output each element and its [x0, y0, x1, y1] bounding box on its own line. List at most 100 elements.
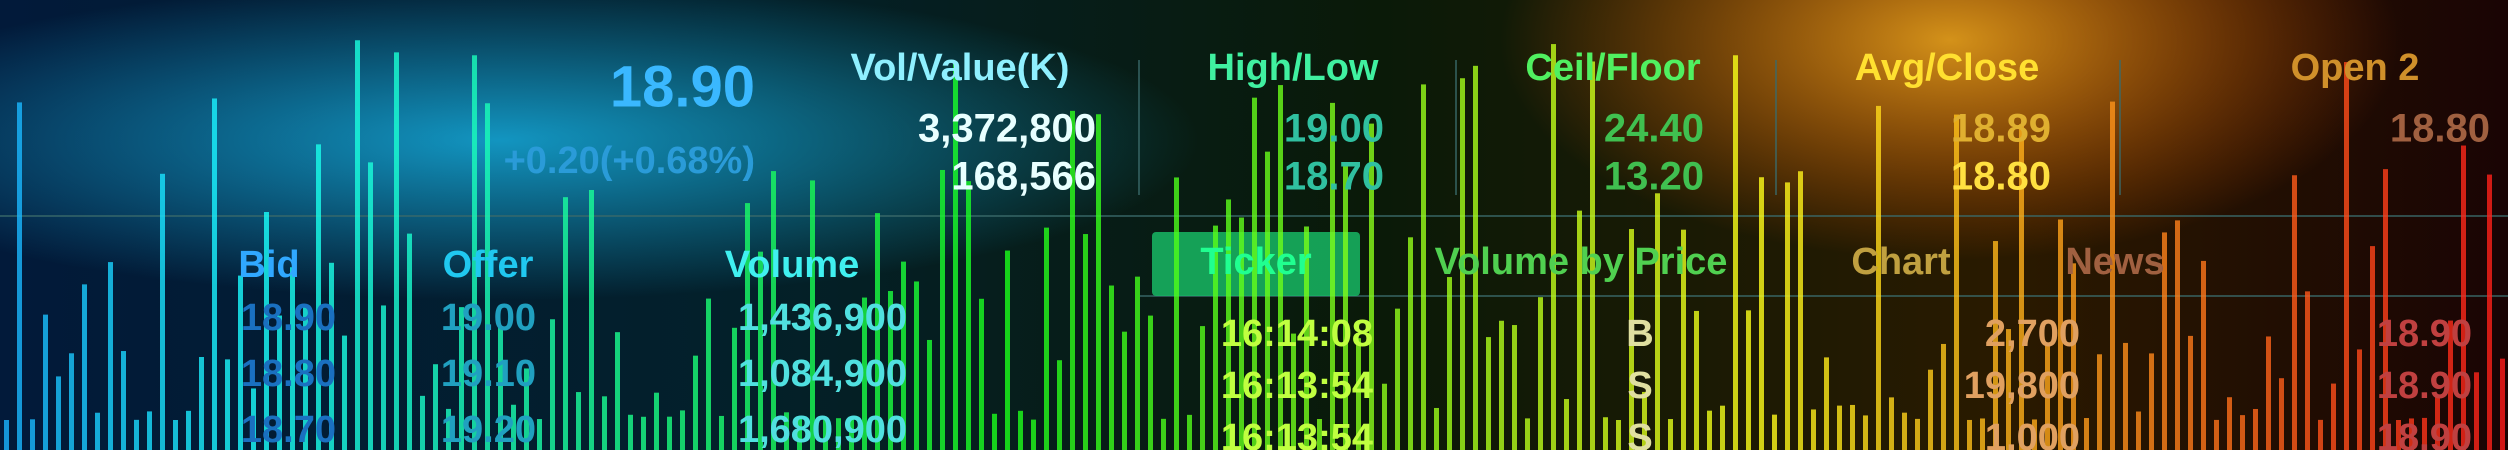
bar [1187, 414, 1192, 450]
bar [147, 411, 152, 450]
bar [888, 291, 893, 450]
value: 3,372,800 [918, 107, 1096, 151]
bar [524, 368, 529, 450]
bar [407, 233, 412, 450]
bar [1122, 331, 1127, 450]
bar [615, 332, 620, 450]
bar [2006, 329, 2011, 450]
ticker-cell: 18.90 [2377, 313, 2472, 355]
bar [2071, 263, 2076, 450]
bar [1174, 177, 1179, 450]
bar [1304, 226, 1309, 450]
bar [2188, 335, 2193, 450]
bar [1239, 217, 1244, 450]
bar [2201, 260, 2206, 450]
value: 18.80 [1951, 155, 2051, 199]
bar [2422, 417, 2427, 450]
ticker-cell: S [1627, 365, 1652, 407]
bar [693, 355, 698, 450]
bar [95, 412, 100, 450]
bar [1655, 193, 1660, 450]
bar [1850, 404, 1855, 450]
tab[interactable]: Volume by Price [1435, 241, 1728, 283]
tab[interactable]: News [2065, 241, 2164, 283]
bar [1629, 229, 1634, 450]
bar [264, 212, 269, 450]
bar [992, 413, 997, 450]
ticker-cell: 19,800 [1964, 365, 2080, 407]
bar [160, 173, 165, 450]
bar [212, 98, 217, 450]
bar [849, 418, 854, 450]
bar [1668, 419, 1673, 450]
column-header: Open 2 [2291, 47, 2420, 89]
bar [1980, 418, 1985, 450]
bar [17, 102, 22, 450]
book-cell: 1,680,900 [738, 409, 907, 450]
book-cell: 18.80 [241, 353, 336, 395]
bar [498, 326, 503, 450]
bar [563, 197, 568, 450]
bar [1733, 55, 1738, 450]
bar [719, 415, 724, 450]
ticker-cell: 18.90 [2377, 417, 2472, 450]
bar [1577, 210, 1582, 450]
tab[interactable]: Ticker [1200, 241, 1311, 283]
bar [1590, 61, 1595, 450]
bar [1499, 320, 1504, 450]
bar [251, 388, 256, 450]
bar [238, 275, 243, 450]
bar [446, 408, 451, 450]
bar [1213, 225, 1218, 450]
book-cell: 1,436,900 [738, 297, 907, 339]
bar [706, 298, 711, 450]
bar [1876, 105, 1881, 450]
bar [2058, 219, 2063, 450]
bar [654, 392, 659, 450]
bar [1434, 407, 1439, 450]
bar [1096, 114, 1101, 450]
bar [602, 396, 607, 450]
book-cell: 18.90 [241, 297, 336, 339]
bar [1941, 343, 1946, 450]
bar [589, 189, 594, 450]
bar [485, 103, 490, 450]
bar [1889, 397, 1894, 450]
bar [30, 419, 35, 450]
price: 18.90 [610, 54, 755, 119]
column-header: High/Low [1208, 47, 1379, 89]
bar [667, 416, 672, 450]
book-header: Volume [725, 244, 859, 286]
bar [1837, 405, 1842, 450]
bar [628, 414, 633, 450]
ticker-cell: 1,000 [1985, 417, 2080, 450]
bar [2370, 246, 2375, 450]
value: 18.80 [2390, 107, 2490, 151]
bar [1148, 315, 1153, 450]
bar [2318, 419, 2323, 450]
bar [108, 262, 113, 450]
value: 13.20 [1604, 155, 1704, 199]
bar [1317, 419, 1322, 450]
bar [1525, 418, 1530, 450]
ticker-cell: 16:13:54 [1221, 365, 1373, 407]
bar [316, 144, 321, 450]
bar [1824, 357, 1829, 450]
bar [979, 298, 984, 450]
bar [1967, 419, 1972, 450]
bar [940, 169, 945, 450]
bar [303, 305, 308, 450]
bar [1473, 65, 1478, 450]
bar [1460, 78, 1465, 450]
bar [1343, 164, 1348, 450]
bar [2383, 169, 2388, 450]
bar [966, 181, 971, 450]
bar [901, 261, 906, 450]
bar [355, 40, 360, 450]
ticker-cell: 16:14:08 [1221, 313, 1373, 355]
tab[interactable]: Chart [1851, 241, 1951, 283]
bar [368, 162, 373, 450]
bar [1928, 369, 1933, 450]
bar [758, 251, 763, 450]
bar [2110, 101, 2115, 450]
